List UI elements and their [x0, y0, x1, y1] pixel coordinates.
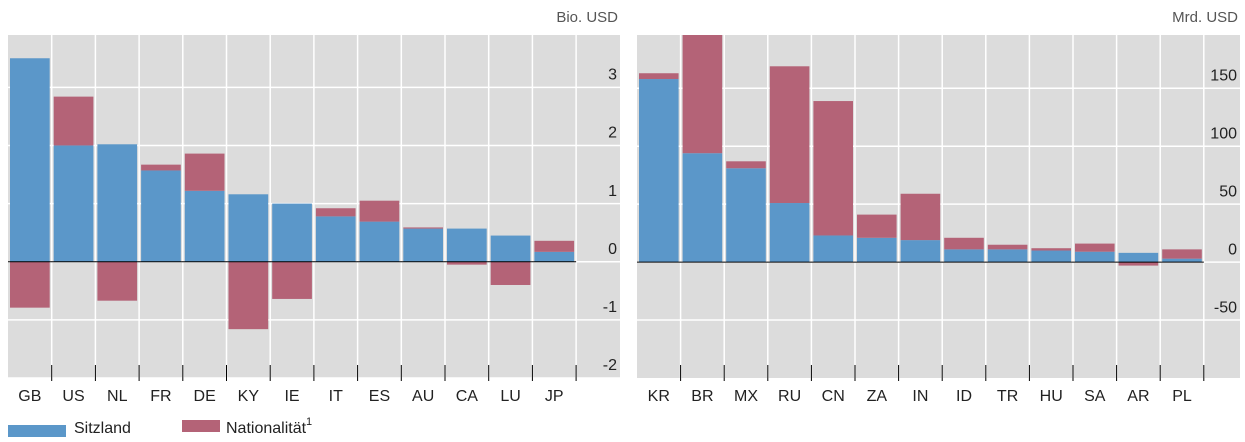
bar-segment — [769, 203, 810, 263]
bar-segment — [141, 170, 181, 262]
x-tick-label: RU — [778, 388, 801, 405]
bar-segment — [900, 193, 941, 241]
bar-segment — [900, 240, 941, 263]
x-tick-label: KY — [238, 388, 260, 405]
x-tick-label: AU — [412, 388, 434, 405]
bar-segment — [1031, 250, 1071, 263]
x-tick-label: IT — [329, 388, 343, 405]
bar-segment — [1162, 258, 1202, 263]
y-tick-label: 0 — [1228, 241, 1237, 258]
bar-segment — [639, 73, 679, 80]
bar-segment — [1075, 251, 1115, 263]
bar-segment — [272, 261, 312, 299]
bar-segment — [184, 153, 225, 191]
bar-segment — [403, 227, 443, 229]
bar-segment — [228, 194, 269, 262]
bar-segment — [141, 164, 181, 171]
y-tick-label: 3 — [608, 67, 617, 84]
x-tick-label: BR — [691, 388, 713, 405]
x-tick-label: US — [62, 388, 84, 405]
bar-segment — [769, 66, 810, 204]
x-tick-label: IE — [284, 388, 299, 405]
bar-segment — [10, 261, 50, 308]
bar-segment — [813, 235, 853, 263]
bar-segment — [447, 228, 487, 262]
bar-segment — [1118, 252, 1159, 263]
bar-segment — [944, 237, 984, 250]
bar-segment — [10, 58, 50, 262]
x-tick-label: MX — [734, 388, 758, 405]
bar-segment — [1031, 248, 1071, 251]
bar-segment — [490, 235, 531, 262]
y-tick-label: 0 — [608, 241, 617, 258]
y-tick-label: -50 — [1214, 299, 1237, 316]
bar-segment — [682, 35, 723, 154]
y-tick-label: 150 — [1210, 68, 1237, 85]
bar-segment — [1162, 249, 1202, 259]
footnote-marker: 1 — [306, 416, 312, 428]
x-tick-label: AR — [1127, 388, 1149, 405]
bar-segment — [97, 261, 138, 301]
y-tick-label: 1 — [608, 183, 617, 200]
bar-segment — [97, 144, 138, 262]
x-tick-label: CN — [822, 388, 845, 405]
bar-segment — [53, 96, 94, 146]
bar-segment — [857, 237, 897, 263]
bar-segment — [1118, 262, 1159, 266]
bar-segment — [272, 203, 312, 262]
legend-label: Sitzland — [74, 420, 131, 437]
bar-segment — [534, 240, 575, 252]
bar-segment — [315, 208, 356, 217]
y-tick-label: 50 — [1219, 183, 1237, 200]
x-tick-label: FR — [150, 388, 171, 405]
x-tick-label: SA — [1084, 388, 1106, 405]
bar-segment — [1075, 243, 1115, 252]
bar-segment — [726, 168, 766, 263]
legend-label-text: Nationalität — [226, 420, 307, 437]
x-tick-label: HU — [1040, 388, 1063, 405]
bar-segment — [944, 249, 984, 263]
bar-segment — [490, 261, 531, 285]
x-tick-label: ID — [956, 388, 972, 405]
x-tick-label: PL — [1172, 388, 1192, 405]
x-tick-label: KR — [648, 388, 670, 405]
legend-swatch — [182, 420, 220, 432]
x-tick-label: GB — [18, 388, 41, 405]
bar-segment — [813, 101, 853, 236]
bar-segment — [53, 145, 94, 262]
x-tick-label: ZA — [867, 388, 888, 405]
legend-label: Nationalität1 — [226, 416, 312, 437]
y-tick-label: 2 — [608, 125, 617, 142]
x-tick-label: DE — [194, 388, 216, 405]
unit-label: Bio. USD — [556, 9, 618, 26]
unit-label: Mrd. USD — [1172, 9, 1238, 26]
y-tick-label: -2 — [603, 357, 617, 374]
bar-segment — [987, 244, 1028, 250]
bar-segment — [315, 216, 356, 262]
bar-segment — [534, 251, 575, 262]
bar-segment — [228, 261, 269, 330]
x-tick-label: LU — [500, 388, 520, 405]
x-tick-label: JP — [545, 388, 564, 405]
x-tick-label: IN — [912, 388, 928, 405]
y-tick-label: 100 — [1210, 125, 1237, 142]
bar-segment — [857, 214, 897, 238]
bar-segment — [447, 261, 487, 265]
bar-segment — [987, 249, 1028, 263]
x-tick-label: NL — [107, 388, 128, 405]
bar-segment — [726, 161, 766, 169]
x-tick-label: ES — [369, 388, 390, 405]
bar-segment — [184, 190, 225, 262]
legend-swatch — [8, 425, 66, 437]
bar-segment — [403, 228, 443, 262]
x-tick-label: TR — [997, 388, 1018, 405]
x-tick-label: CA — [456, 388, 479, 405]
bar-segment — [359, 200, 400, 222]
bar-segment — [639, 79, 679, 263]
bar-segment — [359, 221, 400, 262]
y-tick-label: -1 — [603, 299, 617, 316]
bar-segment — [682, 153, 723, 263]
